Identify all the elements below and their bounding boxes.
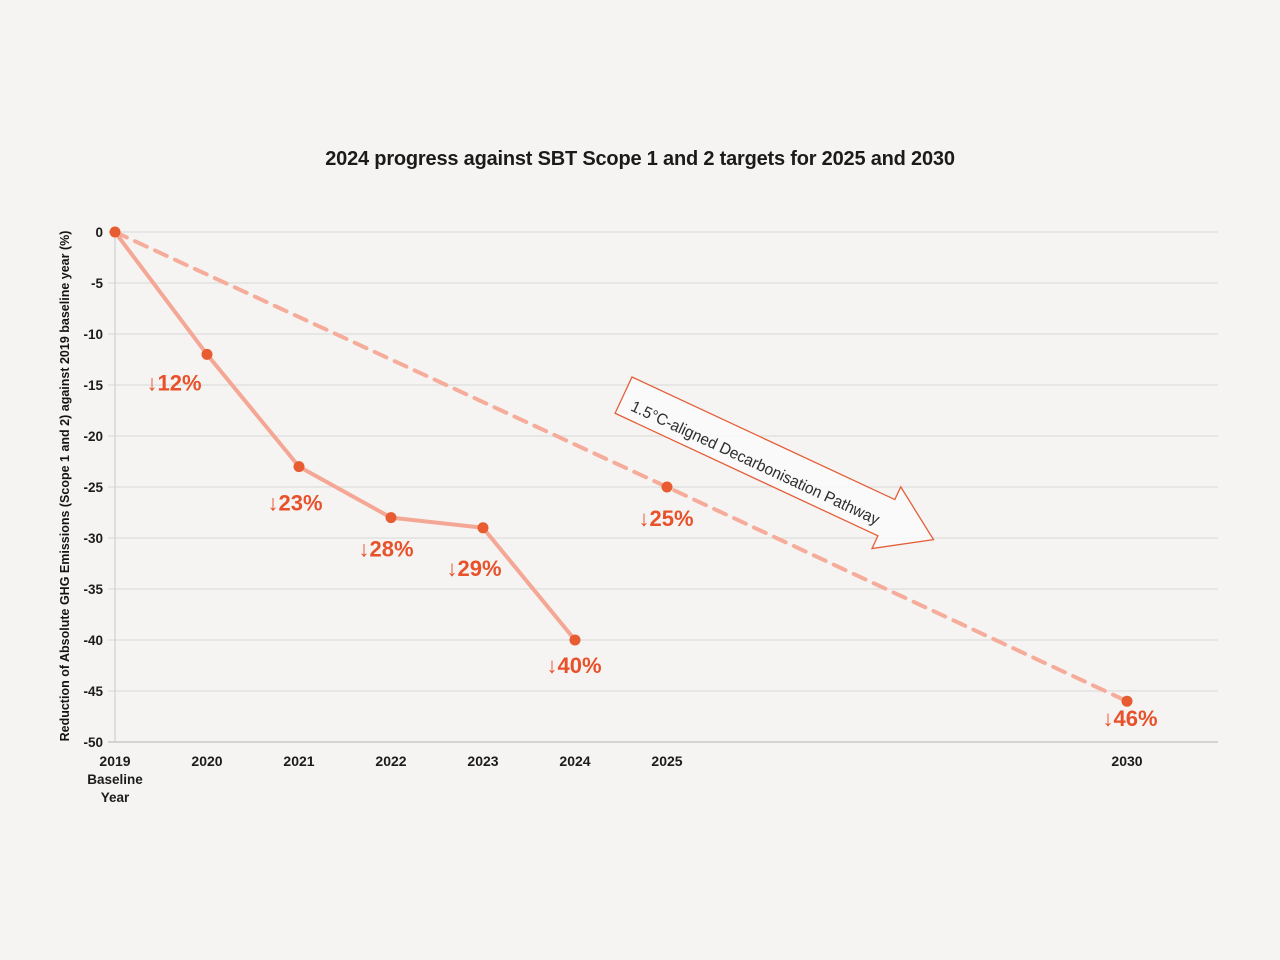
y-tick-label: -25 — [83, 480, 103, 495]
data-point-label: ↓23% — [267, 491, 322, 516]
x-tick-label: 2022 — [375, 753, 406, 769]
data-point — [109, 226, 121, 238]
data-point-label: ↓12% — [146, 370, 201, 395]
y-tick-label: -50 — [83, 735, 103, 750]
x-tick-label: 2020 — [191, 753, 222, 769]
data-point-label: ↓46% — [1102, 706, 1157, 731]
data-point-label: ↓28% — [358, 537, 413, 562]
x-tick-sublabel: Year — [101, 790, 130, 805]
x-tick-label: 2021 — [283, 753, 314, 769]
x-tick-label: 2023 — [467, 753, 498, 769]
y-tick-label: -20 — [83, 429, 103, 444]
data-point — [569, 634, 581, 646]
actual-line — [113, 230, 577, 642]
data-point-label: ↓29% — [446, 556, 501, 581]
x-tick-label: 2030 — [1111, 753, 1142, 769]
y-tick-label: -15 — [83, 378, 103, 393]
y-tick-label: -30 — [83, 531, 103, 546]
y-tick-label: 0 — [95, 225, 103, 240]
y-tick-label: -5 — [91, 276, 103, 291]
y-tick-label: -40 — [83, 633, 103, 648]
x-tick-label: 2019 — [99, 753, 130, 769]
data-point — [385, 512, 397, 524]
block-arrow-shape — [614, 376, 935, 550]
data-point — [293, 461, 305, 473]
x-tick-label: 2024 — [559, 753, 590, 769]
data-point — [1121, 695, 1133, 707]
x-tick-sublabel: Baseline — [87, 772, 143, 787]
y-tick-label: -45 — [83, 684, 103, 699]
data-point — [477, 522, 489, 534]
y-tick-label: -35 — [83, 582, 103, 597]
data-point — [661, 481, 673, 493]
chart-title: 2024 progress against SBT Scope 1 and 2 … — [325, 148, 955, 170]
pathway-line — [113, 230, 1129, 704]
data-point-label: ↓40% — [546, 653, 601, 678]
x-tick-label: 2025 — [651, 753, 682, 769]
y-tick-label: -10 — [83, 327, 103, 342]
data-point-label: ↓25% — [638, 506, 693, 531]
data-point — [201, 348, 213, 360]
